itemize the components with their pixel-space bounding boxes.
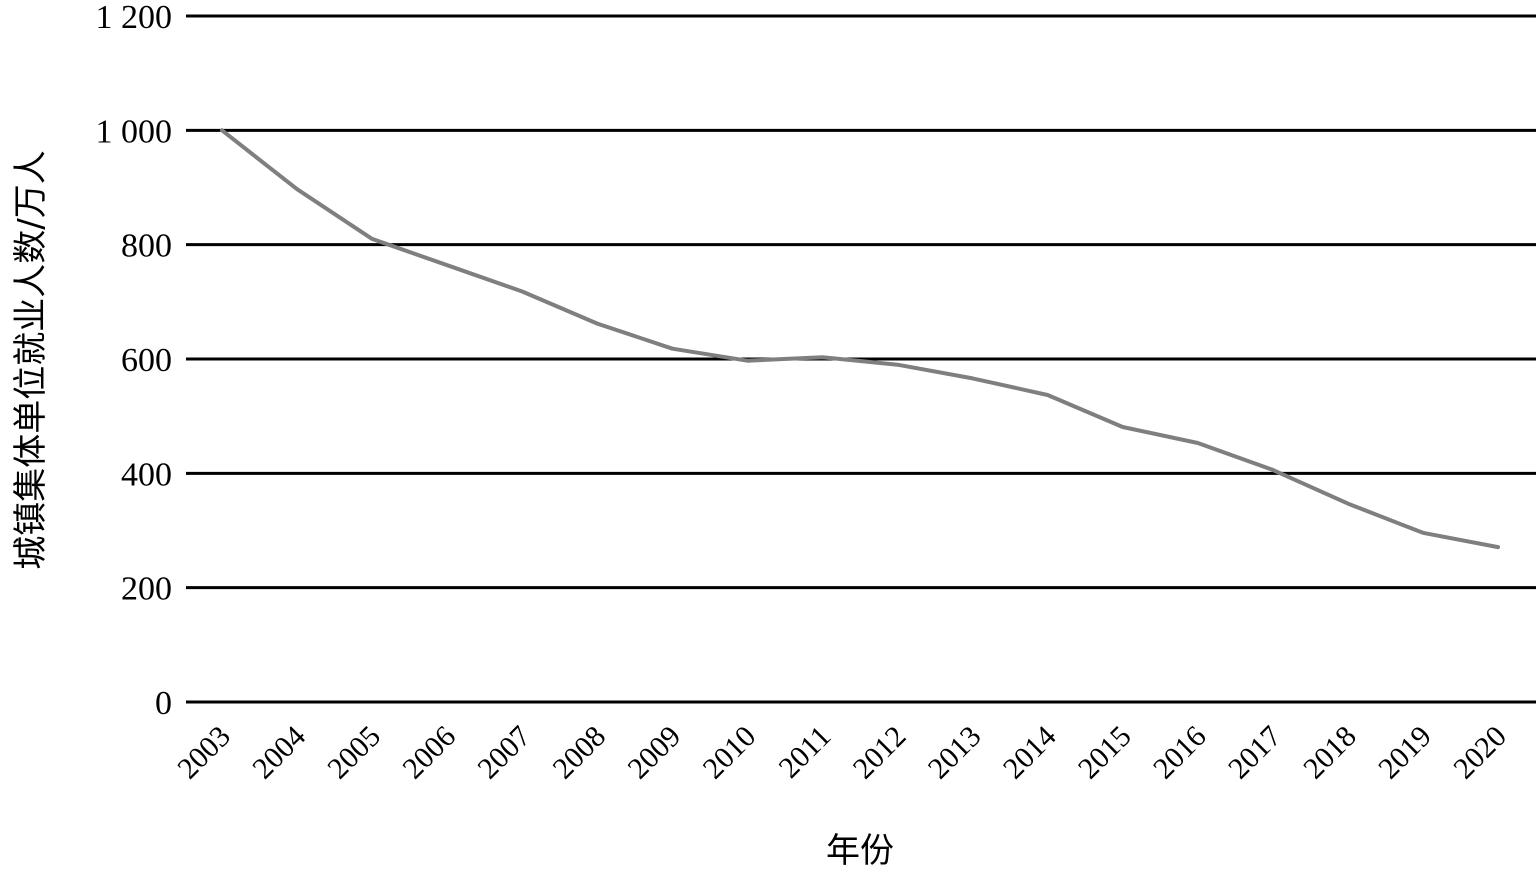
x-tick-label: 2005 [321,720,387,786]
series-layer [220,128,1500,550]
x-tick-label: 2016 [1147,720,1213,786]
x-tick-label: 2009 [622,720,688,786]
y-tick-label: 0 [155,685,172,722]
x-tick-labels: 2003 2004 2005 2006 2007 2008 2009 2010 2011 2012… [171,720,1513,786]
x-tick-label: 2019 [1372,720,1438,786]
y-axis-title: 城镇集体单位就业人数/万人 [11,150,51,569]
x-tick-label: 2003 [171,720,237,786]
x-tick-label: 2014 [997,720,1063,786]
y-tick-label: 800 [121,228,172,265]
x-tick-label: 2012 [847,720,913,786]
gridlines [186,14,1536,704]
y-tick-label: 200 [121,571,172,608]
x-tick-label: 2008 [546,720,612,786]
x-tick-label: 2011 [772,720,837,785]
x-tick-label: 2018 [1297,720,1363,786]
y-tick-label: 600 [121,342,172,379]
x-tick-label: 2006 [396,720,462,786]
x-tick-label: 2020 [1447,720,1513,786]
x-tick-label: 2007 [471,720,537,786]
y-tick-label: 1 000 [96,113,173,150]
x-tick-label: 2017 [1222,720,1288,786]
y-tick-labels: 0 200 400 600 800 1 000 1 200 [96,0,173,722]
x-tick-label: 2013 [922,720,988,786]
y-tick-label: 1 200 [96,0,173,36]
x-tick-label: 2015 [1072,720,1138,786]
x-tick-label: 2010 [697,720,763,786]
series-line [220,128,1500,550]
y-tick-label: 400 [121,456,172,493]
x-axis-title: 年份 [826,831,894,871]
x-tick-label: 2004 [246,720,312,786]
